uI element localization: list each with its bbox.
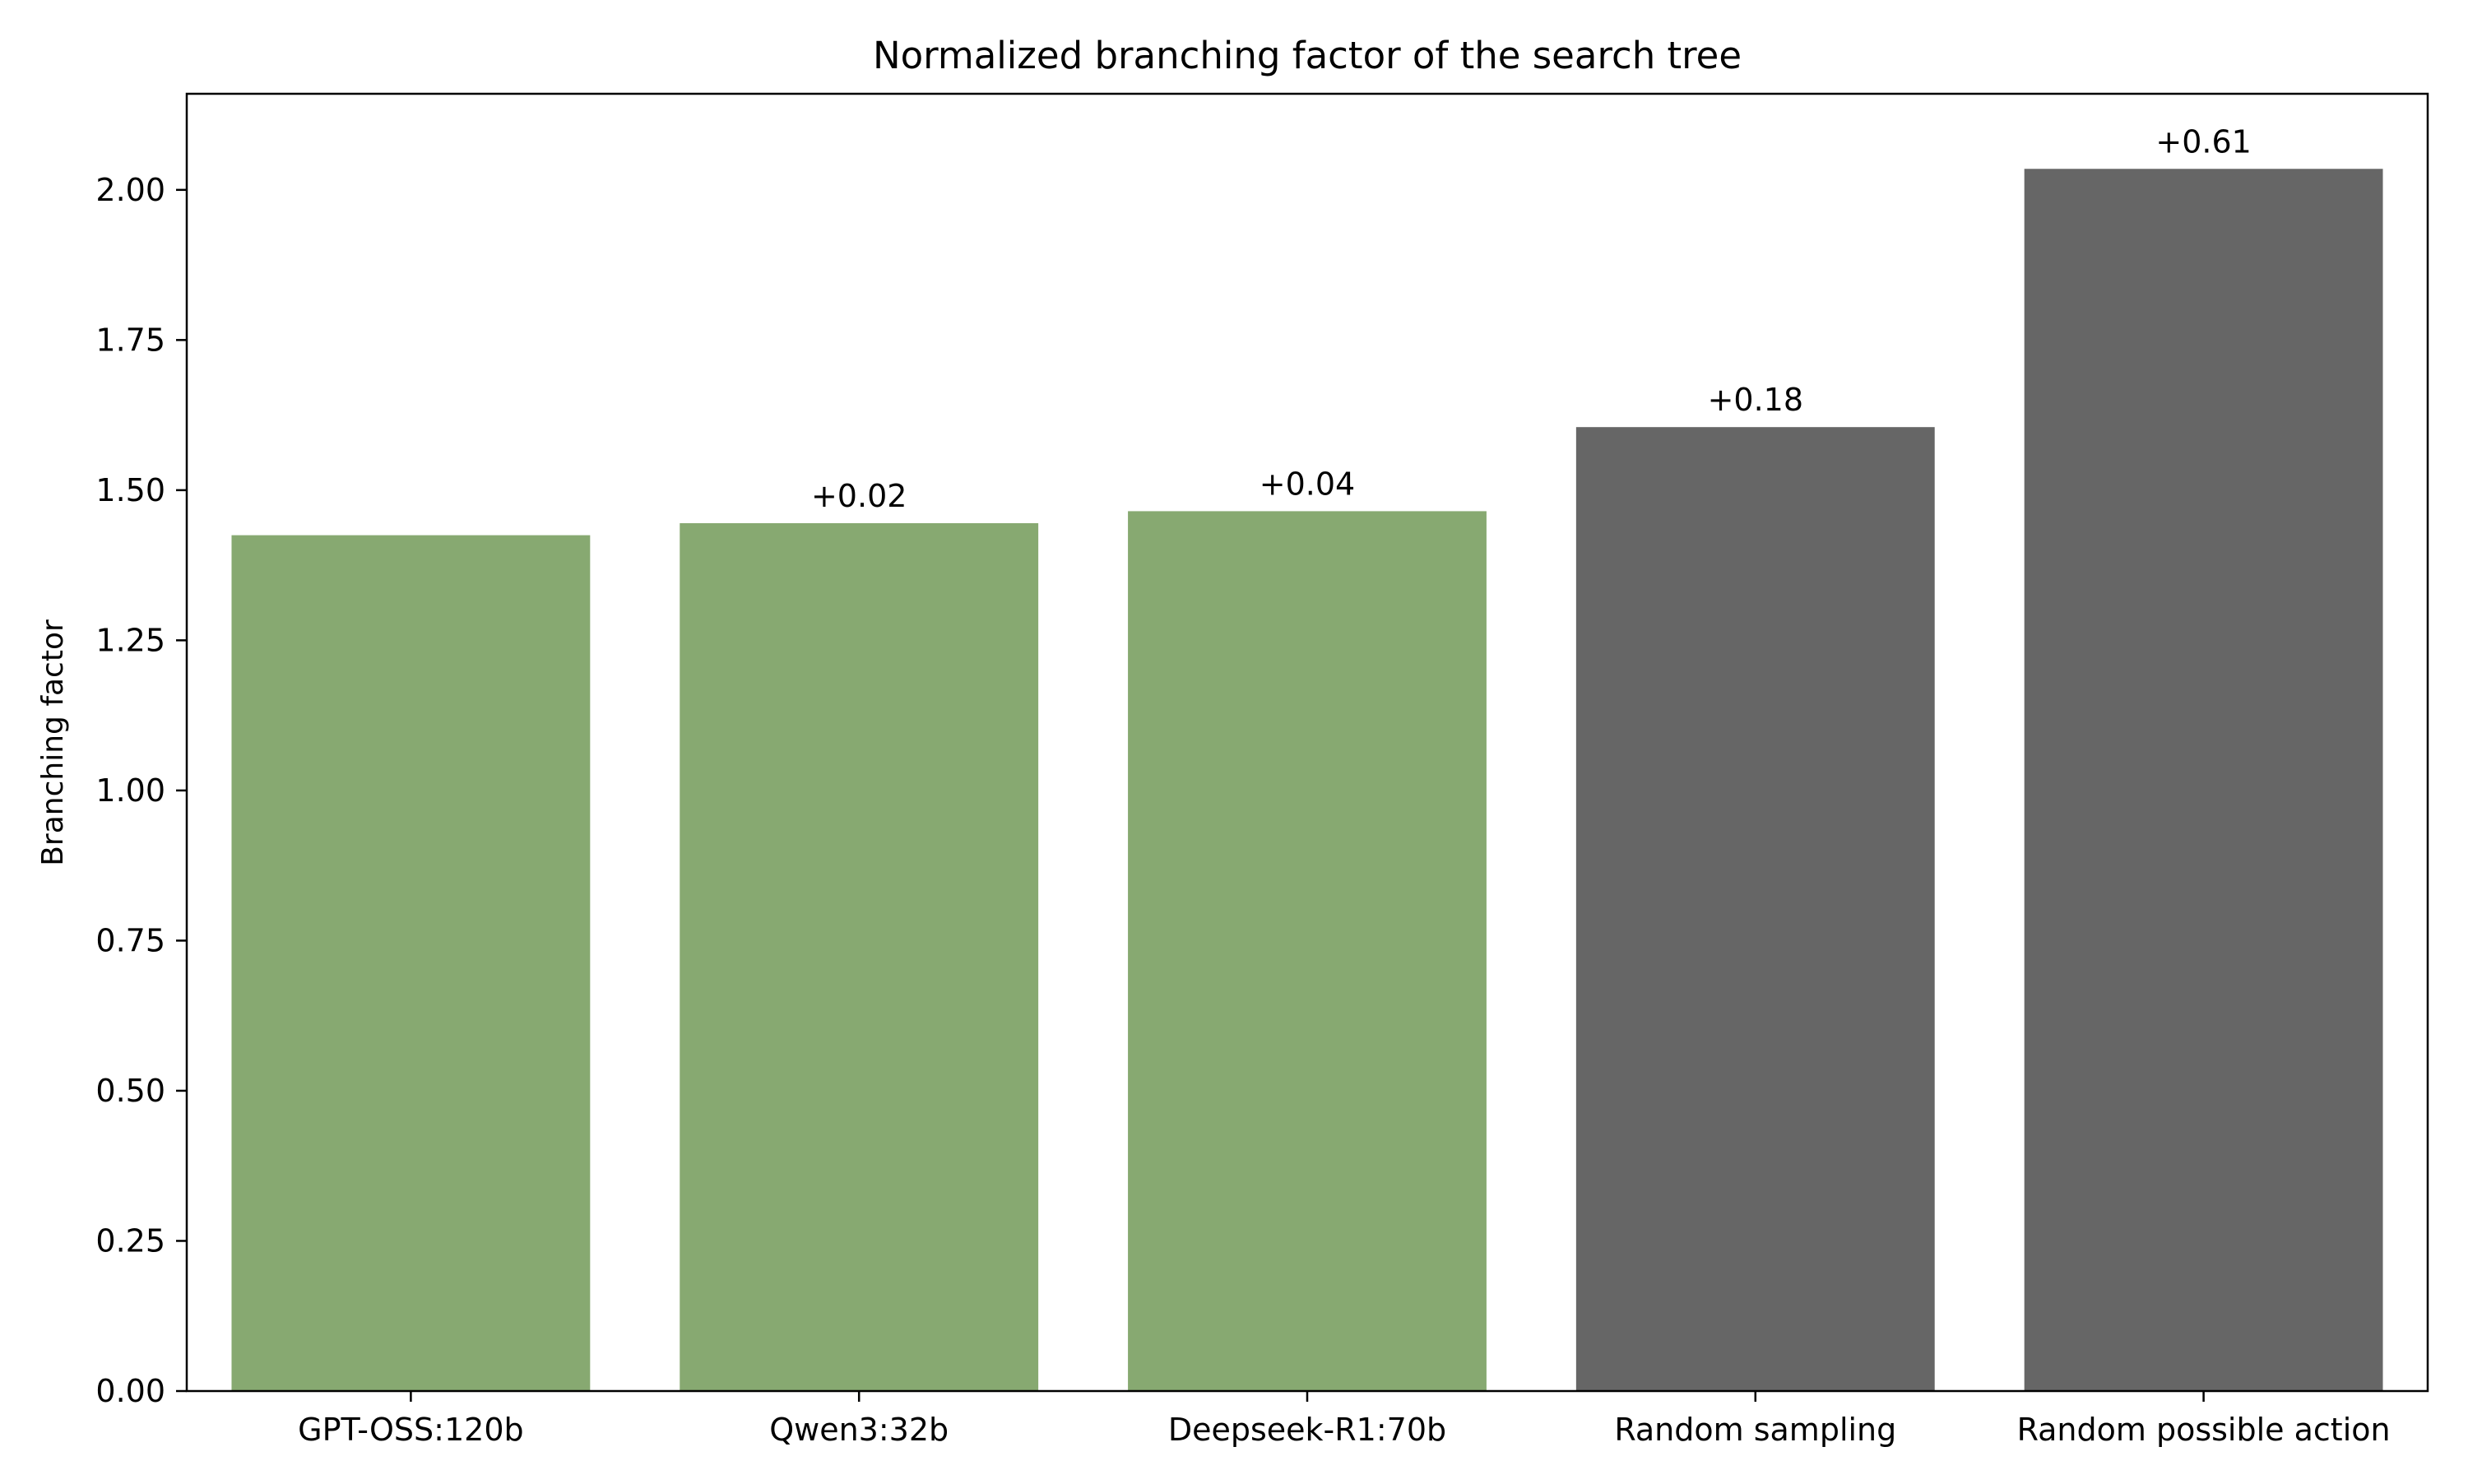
y-tick-label-8: 2.00	[95, 172, 165, 208]
y-tick-label-5: 1.25	[95, 622, 165, 658]
y-tick-label-3: 0.75	[95, 922, 165, 958]
bar-value-label-3: +0.18	[1708, 382, 1803, 418]
bar-1	[680, 523, 1039, 1392]
x-axis: GPT-OSS:120b Qwen3:32b Deepseek-R1:70b Rand…	[298, 1391, 2391, 1448]
x-tick-label-4: Random possible action	[2017, 1412, 2391, 1448]
y-axis: 0.00 0.25 0.50 0.75 1.00 1.25 1.50 1.75 2.00	[95, 172, 187, 1409]
chart-title: Normalized branching factor of the searc…	[873, 34, 1742, 77]
x-tick-label-1: Qwen3:32b	[769, 1412, 949, 1448]
y-tick-label-1: 0.25	[95, 1222, 165, 1259]
bar-3	[1575, 427, 1935, 1391]
x-tick-label-0: GPT-OSS:120b	[298, 1412, 523, 1448]
bar-2	[1128, 511, 1487, 1392]
y-tick-label-2: 0.50	[95, 1073, 165, 1109]
x-tick-label-3: Random sampling	[1614, 1412, 1896, 1448]
y-axis-label: Branching factor	[36, 619, 70, 866]
bars-layer	[231, 169, 2383, 1392]
bar-labels-layer: +0.02 +0.04 +0.18 +0.61	[811, 123, 2252, 514]
y-tick-label-7: 1.75	[95, 322, 165, 358]
y-tick-label-6: 1.50	[95, 472, 165, 508]
y-tick-label-0: 0.00	[95, 1373, 165, 1409]
bar-0	[231, 535, 591, 1391]
x-tick-label-2: Deepseek-R1:70b	[1168, 1412, 1446, 1448]
y-tick-label-4: 1.00	[95, 772, 165, 809]
bar-value-label-2: +0.04	[1260, 466, 1355, 502]
bar-4	[2024, 169, 2383, 1391]
bar-value-label-4: +0.61	[2155, 123, 2251, 160]
bar-value-label-1: +0.02	[811, 478, 907, 514]
